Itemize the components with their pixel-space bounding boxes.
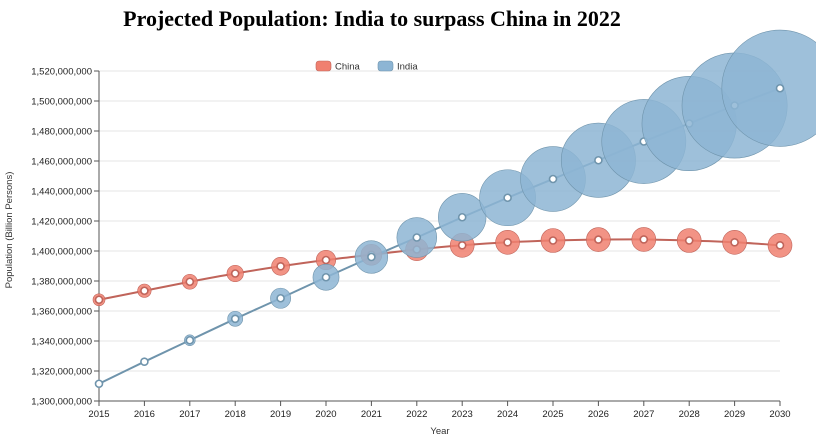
series-bubbles: [92, 29, 816, 389]
point-china-2024: [503, 238, 512, 247]
point-china-2026: [594, 235, 603, 244]
point-india-2021: [367, 252, 376, 262]
point-india-2026: [594, 155, 603, 165]
point-india-2025: [548, 174, 558, 184]
point-china-2023: [457, 241, 467, 250]
y-tick-label: 1,300,000,000: [31, 397, 92, 408]
y-tick-label: 1,340,000,000: [31, 337, 92, 348]
x-tick-label: 2018: [225, 409, 246, 420]
y-tick-label: 1,500,000,000: [31, 97, 92, 108]
point-china-2030: [775, 241, 785, 250]
legend-label-china: China: [335, 62, 361, 73]
x-tick-label: 2021: [361, 409, 382, 420]
y-axis-label: Population (Billion Persons): [4, 172, 15, 289]
x-tick-label: 2017: [179, 409, 200, 420]
point-india-2020: [321, 272, 331, 282]
x-tick-label: 2023: [452, 409, 473, 420]
point-china-2015: [94, 295, 104, 305]
x-tick-label: 2016: [134, 409, 155, 420]
y-tick-label: 1,320,000,000: [31, 367, 92, 378]
x-tick-label: 2019: [270, 409, 291, 420]
point-china-2017: [185, 277, 195, 287]
legend-label-india: India: [397, 62, 418, 73]
y-tick-label: 1,480,000,000: [31, 127, 92, 138]
y-tick-label: 1,400,000,000: [31, 247, 92, 258]
point-china-2020: [321, 255, 331, 265]
point-china-2029: [730, 238, 739, 247]
y-tick-label: 1,460,000,000: [31, 157, 92, 168]
legend-swatch-china: [315, 60, 332, 72]
x-tick-label: 2020: [315, 409, 336, 420]
y-tick-label: 1,360,000,000: [31, 307, 92, 318]
x-tick-label: 2029: [724, 409, 745, 420]
point-india-2024: [503, 193, 512, 203]
point-china-2016: [140, 286, 149, 296]
point-india-2018: [230, 314, 240, 324]
point-china-2018: [230, 269, 240, 278]
x-tick-label: 2028: [679, 409, 700, 420]
legend-swatch-india: [377, 60, 394, 72]
x-tick-label: 2024: [497, 409, 518, 420]
point-india-2022: [412, 233, 422, 242]
legend: China India: [315, 60, 418, 73]
point-india-2015: [94, 379, 104, 389]
point-india-2019: [276, 293, 285, 303]
x-tick-label: 2015: [88, 409, 109, 420]
axes: 1,300,000,000 1,320,000,000 1,340,000,000 1…: [31, 67, 790, 421]
series-line-china: [98, 238, 781, 301]
point-india-2030: [775, 83, 785, 93]
y-tick-label: 1,440,000,000: [31, 187, 92, 198]
point-china-2025: [548, 236, 558, 245]
y-tick-label: 1,380,000,000: [31, 277, 92, 288]
bubble-india-2030: [721, 29, 816, 147]
x-tick-label: 2022: [406, 409, 427, 420]
point-china-2028: [684, 236, 694, 245]
x-tick-label: 2027: [633, 409, 654, 420]
y-tick-label: 1,520,000,000: [31, 67, 92, 78]
y-tick-label: 1,420,000,000: [31, 217, 92, 228]
point-china-2027: [639, 235, 649, 244]
point-china-2019: [276, 261, 285, 271]
x-tick-label: 2025: [542, 409, 563, 420]
point-india-2017: [185, 335, 195, 345]
point-india-2016: [140, 357, 149, 367]
point-india-2023: [457, 212, 467, 222]
x-tick-label: 2026: [588, 409, 609, 420]
x-tick-label: 2030: [769, 409, 790, 420]
chart-title: Projected Population: India to surpass C…: [123, 6, 621, 31]
x-axis-label: Year: [430, 426, 449, 437]
